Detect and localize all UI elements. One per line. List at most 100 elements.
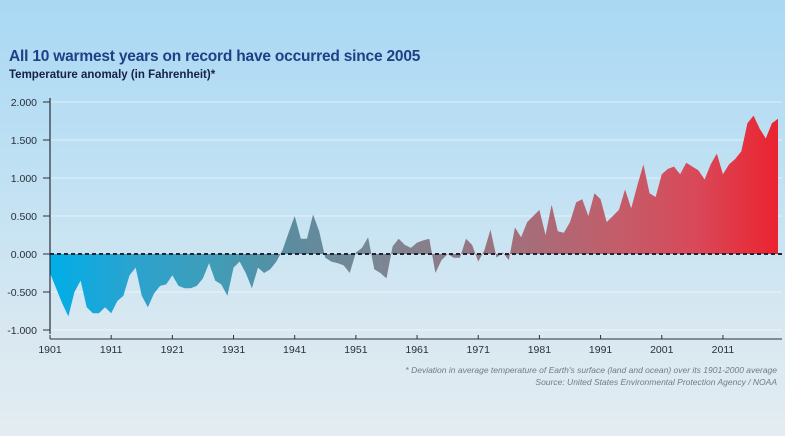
data-point xyxy=(758,127,761,130)
data-point xyxy=(611,214,614,217)
data-point xyxy=(630,207,633,210)
data-point xyxy=(152,292,155,295)
chart-title: All 10 warmest years on record have occu… xyxy=(9,48,421,65)
data-point xyxy=(140,294,143,297)
data-point xyxy=(623,188,626,191)
data-point xyxy=(526,220,529,223)
data-point xyxy=(189,287,192,290)
data-point xyxy=(159,284,162,287)
data-point xyxy=(464,237,467,240)
data-point xyxy=(685,161,688,164)
data-point xyxy=(275,260,278,263)
data-point xyxy=(532,214,535,217)
data-point xyxy=(195,284,198,287)
anomaly-area xyxy=(50,115,778,317)
data-point xyxy=(318,230,321,233)
data-point xyxy=(244,271,247,274)
data-point xyxy=(727,163,730,166)
data-point xyxy=(103,306,106,309)
data-point xyxy=(367,236,370,239)
data-point xyxy=(207,262,210,265)
data-point xyxy=(183,287,186,290)
data-point xyxy=(770,122,773,125)
data-point xyxy=(575,201,578,204)
data-point xyxy=(544,233,547,236)
data-point xyxy=(330,260,333,263)
data-point xyxy=(654,195,657,198)
data-point xyxy=(336,262,339,265)
data-point xyxy=(703,178,706,181)
data-point xyxy=(495,256,498,259)
data-point xyxy=(250,287,253,290)
data-point xyxy=(697,169,700,172)
data-point xyxy=(73,290,76,293)
data-point xyxy=(403,243,406,246)
data-point xyxy=(61,302,64,305)
data-point xyxy=(122,294,125,297)
data-point xyxy=(734,157,737,160)
data-point xyxy=(666,167,669,170)
data-point xyxy=(85,306,88,309)
y-tick-label: 1.500 xyxy=(11,135,37,147)
data-point xyxy=(642,163,645,166)
data-point xyxy=(740,150,743,153)
data-point xyxy=(385,277,388,280)
x-tick-label: 1941 xyxy=(283,344,307,356)
data-point xyxy=(483,249,486,252)
data-point xyxy=(746,122,749,125)
data-point xyxy=(709,163,712,166)
data-point xyxy=(599,198,602,201)
y-tick-label: -0.500 xyxy=(7,287,37,299)
x-tick-label: 1951 xyxy=(344,344,368,356)
data-point xyxy=(752,114,755,117)
data-point xyxy=(721,173,724,176)
y-tick-label: -1.000 xyxy=(7,325,37,337)
data-point xyxy=(238,260,241,263)
data-point xyxy=(764,137,767,140)
data-point xyxy=(110,312,113,315)
data-point xyxy=(324,256,327,259)
data-point xyxy=(428,237,431,240)
x-tick-label: 1961 xyxy=(405,344,429,356)
data-point xyxy=(177,284,180,287)
data-point xyxy=(171,274,174,277)
x-tick-label: 2011 xyxy=(712,344,735,356)
data-point xyxy=(679,173,682,176)
data-point xyxy=(568,220,571,223)
x-tick-label: 1991 xyxy=(589,344,613,356)
data-point xyxy=(201,277,204,280)
data-point xyxy=(379,271,382,274)
data-point xyxy=(605,220,608,223)
data-point xyxy=(440,258,443,261)
data-point xyxy=(293,214,296,217)
data-point xyxy=(538,208,541,211)
data-point xyxy=(617,208,620,211)
x-tick-label: 1981 xyxy=(528,344,552,356)
data-point xyxy=(269,268,272,271)
data-point xyxy=(507,258,510,261)
data-point xyxy=(636,184,639,187)
data-point xyxy=(55,287,58,290)
data-point xyxy=(146,306,149,309)
y-tick-label: 0.000 xyxy=(11,249,37,261)
data-point xyxy=(348,271,351,274)
data-point xyxy=(458,256,461,259)
data-point xyxy=(220,283,223,286)
data-point xyxy=(305,237,308,240)
data-point xyxy=(342,264,345,267)
data-point xyxy=(311,213,314,216)
data-point xyxy=(691,165,694,168)
data-point xyxy=(776,117,779,120)
data-point xyxy=(550,203,553,206)
data-point xyxy=(672,165,675,168)
data-point xyxy=(434,271,437,274)
data-point xyxy=(477,260,480,263)
data-point xyxy=(660,173,663,176)
data-point xyxy=(214,279,217,282)
data-point xyxy=(263,271,266,274)
data-point xyxy=(452,256,455,259)
data-point xyxy=(513,226,516,229)
x-tick-label: 1971 xyxy=(467,344,491,356)
chart-subtitle: Temperature anomaly (in Fahrenheit)* xyxy=(9,69,216,81)
data-point xyxy=(422,239,425,242)
